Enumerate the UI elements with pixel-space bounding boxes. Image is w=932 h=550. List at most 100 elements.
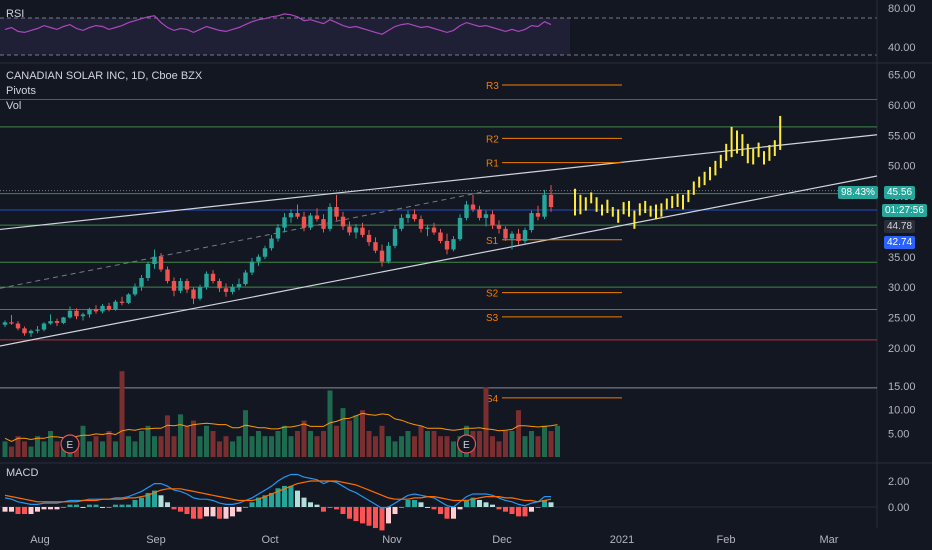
candle-body bbox=[223, 288, 229, 292]
macd-histogram-bar bbox=[197, 507, 203, 519]
macd-histogram-bar bbox=[249, 502, 255, 507]
volume-bar bbox=[178, 414, 183, 457]
macd-histogram-bar bbox=[243, 507, 248, 508]
candle-body bbox=[145, 264, 151, 278]
volume-bar bbox=[386, 436, 391, 457]
macd-histogram-bar bbox=[529, 507, 534, 512]
macd-histogram-bar bbox=[444, 507, 450, 519]
candle-body bbox=[197, 287, 203, 299]
time-axis-label-7: Mar bbox=[820, 534, 839, 546]
macd-histogram-bar bbox=[548, 502, 554, 507]
volume-bar bbox=[529, 431, 534, 457]
volume-bar bbox=[548, 431, 554, 457]
macd-histogram-bar bbox=[126, 504, 131, 507]
macd-histogram-bar bbox=[464, 499, 469, 507]
price-axis-tick-10: 10.00 bbox=[888, 405, 916, 417]
macd-histogram-bar bbox=[54, 507, 60, 510]
volume-bar bbox=[425, 431, 430, 457]
rsi-line bbox=[4, 13, 552, 35]
candle-body bbox=[444, 240, 450, 250]
price-axis-tick-6: 30.00 bbox=[888, 282, 916, 294]
macd-label: MACD bbox=[6, 467, 39, 479]
candle-body bbox=[93, 308, 99, 312]
volume-bar bbox=[360, 410, 365, 457]
candle-body bbox=[236, 284, 242, 288]
candle-body bbox=[41, 323, 47, 330]
candle-body bbox=[35, 329, 40, 331]
candle-body bbox=[438, 232, 443, 241]
macd-histogram-bar bbox=[470, 497, 476, 507]
volume-bar bbox=[288, 436, 294, 457]
candle-body bbox=[477, 209, 482, 218]
candle-body bbox=[308, 215, 313, 228]
macd-histogram-bar bbox=[282, 485, 287, 507]
candle-body bbox=[262, 248, 268, 257]
macd-signal-line bbox=[4, 480, 552, 503]
candle-body bbox=[451, 239, 456, 250]
candle-body bbox=[379, 250, 385, 262]
volume-bar bbox=[210, 431, 216, 457]
volume-bar bbox=[204, 425, 209, 457]
macd-histogram-bar bbox=[418, 502, 424, 507]
macd-histogram-bar bbox=[145, 492, 151, 507]
volume-bar bbox=[35, 436, 40, 457]
volume-bar bbox=[405, 431, 411, 457]
candle-body bbox=[74, 310, 79, 317]
candle-body bbox=[113, 301, 118, 310]
macd-histogram-bar bbox=[113, 504, 118, 507]
volume-bar bbox=[555, 425, 560, 457]
volume-bar bbox=[418, 425, 424, 457]
price-badge: 45.56 bbox=[884, 186, 916, 199]
candle-body bbox=[386, 245, 391, 262]
macd-histogram-bar bbox=[171, 507, 177, 510]
volume-bar bbox=[308, 431, 313, 457]
volume-bar bbox=[431, 431, 437, 457]
candle-body bbox=[54, 321, 60, 323]
candle-body bbox=[80, 314, 86, 317]
macd-histogram-bar bbox=[230, 507, 235, 517]
candle-body bbox=[334, 206, 339, 217]
candle-body bbox=[503, 228, 508, 239]
macd-histogram-bar bbox=[535, 507, 541, 508]
rsi-axis-tick-0: 80.00 bbox=[888, 3, 916, 15]
pivot-label-s2: S2 bbox=[486, 289, 499, 300]
volume-bar bbox=[327, 390, 333, 457]
volume-bar bbox=[87, 441, 92, 457]
volume-bar bbox=[522, 436, 528, 457]
candle-body bbox=[126, 294, 131, 303]
macd-line bbox=[4, 473, 551, 509]
candle-body bbox=[425, 227, 430, 229]
volume-bar bbox=[535, 436, 541, 457]
volume-bar bbox=[366, 431, 372, 457]
macd-histogram-bar bbox=[386, 507, 391, 524]
pivot-label-s4: S4 bbox=[486, 394, 499, 405]
price-axis-tick-8: 20.00 bbox=[888, 343, 916, 355]
candle-body bbox=[360, 227, 365, 235]
price-axis-tick-7: 25.00 bbox=[888, 312, 916, 324]
volume-bar bbox=[340, 408, 346, 457]
volume-bar bbox=[145, 425, 151, 457]
macd-histogram-bar bbox=[503, 507, 508, 512]
macd-histogram-bar bbox=[483, 502, 489, 507]
macd-histogram-bar bbox=[451, 507, 456, 519]
volume-bar bbox=[236, 436, 242, 457]
macd-axis-tick-1: 0.00 bbox=[888, 502, 909, 514]
volume-bar bbox=[496, 441, 502, 457]
time-axis-label-1: Sep bbox=[146, 534, 166, 546]
percent-badge: 98.43% bbox=[838, 186, 878, 199]
volume-bar bbox=[28, 446, 34, 457]
macd-histogram-bar bbox=[119, 504, 125, 507]
price-axis-tick-0: 65.00 bbox=[888, 70, 916, 82]
macd-histogram-bar bbox=[431, 507, 437, 510]
volume-bar bbox=[100, 441, 105, 457]
volume-bar bbox=[48, 431, 53, 457]
macd-histogram-bar bbox=[210, 507, 216, 517]
volume-bar bbox=[132, 441, 138, 457]
candle-body bbox=[516, 233, 521, 241]
macd-histogram-bar bbox=[223, 507, 229, 519]
candle-body bbox=[152, 256, 157, 265]
volume-bar bbox=[217, 441, 222, 457]
macd-histogram-bar bbox=[184, 507, 190, 515]
volume-bar bbox=[139, 431, 144, 457]
